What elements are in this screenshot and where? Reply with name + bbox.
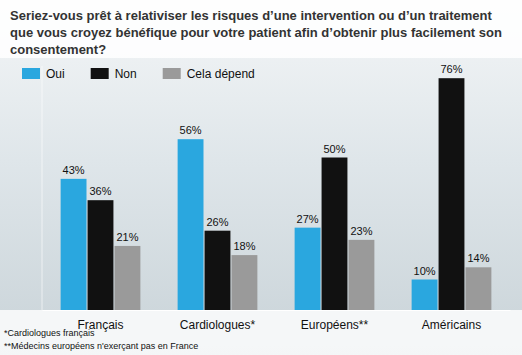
x-tick-label: Cardiologues* — [180, 318, 256, 332]
bar — [88, 200, 114, 310]
footnote: *Cardiologues français — [4, 328, 95, 338]
data-label: 23% — [350, 225, 372, 237]
legend-swatch — [91, 68, 109, 79]
data-label: 10% — [414, 265, 436, 277]
bar — [439, 78, 465, 310]
data-label: 18% — [233, 240, 255, 252]
legend-swatch — [163, 68, 181, 79]
legend-label: Cela dépend — [187, 67, 255, 81]
data-label: 14% — [467, 252, 489, 264]
data-label: 56% — [180, 124, 202, 136]
data-label: 36% — [89, 185, 111, 197]
x-tick: Cardiologues* — [180, 310, 256, 332]
y-axis-line — [42, 66, 43, 310]
bar — [61, 179, 87, 310]
chart: Seriez-vous prêt à relativiser les risqu… — [0, 0, 522, 355]
x-axis: FrançaisCardiologues*Européens**Américai… — [43, 310, 511, 332]
x-tick-label: Américains — [422, 318, 481, 332]
data-label: 21% — [116, 231, 138, 243]
bar — [466, 267, 492, 310]
title: Seriez-vous prêt à relativiser les risqu… — [10, 8, 502, 57]
bars — [61, 78, 492, 310]
x-axis-line — [43, 310, 511, 311]
legend-swatch — [22, 68, 40, 79]
data-label: 27% — [297, 213, 319, 225]
data-label: 26% — [206, 216, 228, 228]
bar — [295, 228, 321, 310]
x-tick: Européens** — [301, 310, 369, 332]
footnote: **Médecins européens n'exerçant pas en F… — [4, 341, 198, 351]
bar — [178, 139, 204, 310]
data-label: 50% — [323, 143, 345, 155]
data-label: 43% — [63, 164, 85, 176]
bar — [349, 240, 375, 310]
bar — [205, 231, 231, 310]
legend-label: Non — [115, 67, 137, 81]
legend: Oui Non Cela dépend — [22, 67, 255, 81]
x-tick-label: Européens** — [301, 318, 369, 332]
x-tick: Américains — [422, 310, 481, 332]
bar — [115, 246, 141, 310]
bar — [232, 255, 258, 310]
data-labels: 43% 56% 27% 10% 36% 26% 50% 76% 21% 18% 23% 14% — [63, 63, 490, 276]
footer-band — [0, 310, 522, 355]
legend-label: Oui — [46, 67, 65, 81]
background — [0, 0, 522, 355]
title-band — [0, 0, 522, 58]
bar — [412, 280, 438, 311]
data-label: 76% — [440, 63, 462, 75]
bar — [322, 158, 348, 311]
